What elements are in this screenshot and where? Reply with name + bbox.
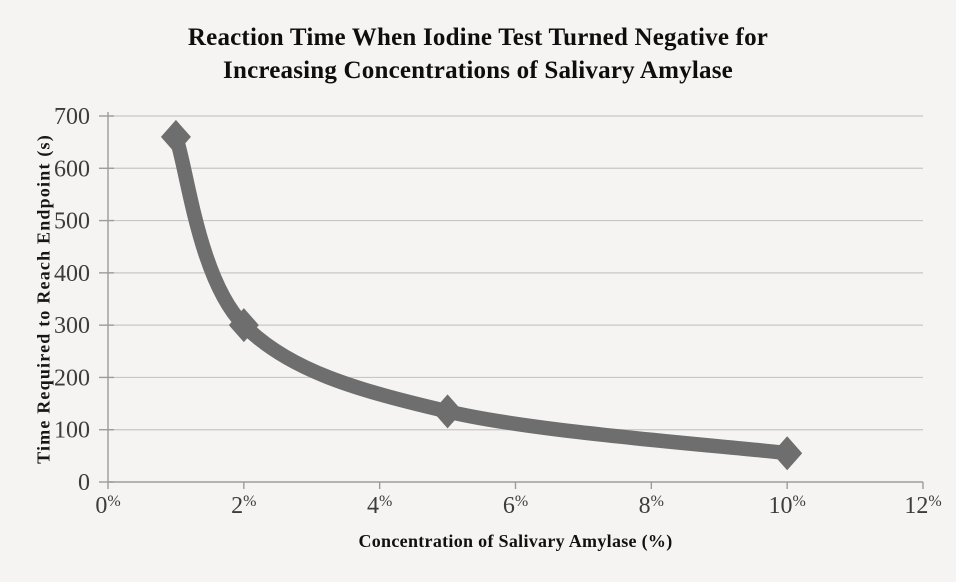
y-tick-label-300: 300 [54, 313, 90, 339]
chart-title-line-1: Reaction Time When Iodine Test Turned Ne… [187, 24, 769, 51]
x-tick-label-8: 8% [639, 493, 664, 519]
x-tick-label-0: 0% [95, 493, 120, 519]
y-tick-label-100: 100 [54, 418, 90, 444]
data-point-marker-2pct [228, 308, 259, 343]
series-line [169, 134, 789, 461]
x-tick-label-2: 2% [231, 493, 256, 519]
y-tick-label-700: 700 [54, 104, 90, 130]
x-tick-label-6: 6% [503, 493, 528, 519]
data-point-marker-5pct [432, 394, 463, 429]
chart-title: Reaction Time When Iodine Test Turned Ne… [0, 21, 956, 87]
data-point-marker-1pct [160, 119, 191, 154]
chart-title-line-2: Increasing Concentrations of Salivary Am… [223, 57, 733, 84]
x-tick-label-4: 4% [367, 493, 392, 519]
y-tick-label-400: 400 [54, 261, 90, 287]
y-tick-label-0: 0 [78, 470, 90, 496]
y-axis-title: Time Required to Reach Endpoint (s) [33, 134, 54, 464]
y-tick-label-200: 200 [54, 365, 90, 391]
x-tick-label-10: 10% [769, 493, 806, 519]
y-tick-label-500: 500 [54, 209, 90, 235]
x-tick-label-12: 12% [904, 493, 941, 519]
data-point-marker-10pct [772, 436, 803, 471]
x-axis-title: Concentration of Salivary Amylase (%) [358, 531, 673, 551]
y-tick-label-600: 600 [54, 156, 90, 182]
